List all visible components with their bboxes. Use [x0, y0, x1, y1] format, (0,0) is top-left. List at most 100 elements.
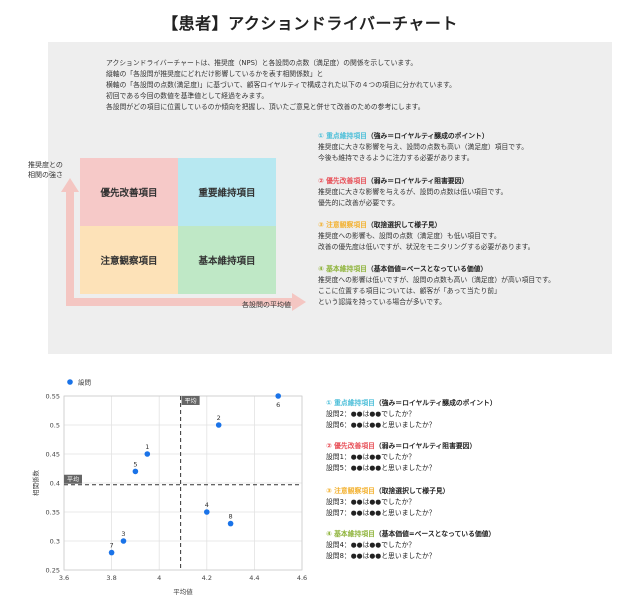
data-point-label: 3: [121, 530, 125, 538]
average-x-label-bg: [181, 396, 200, 405]
intro-text: アクションドライバーチャートは、推奨度（NPS）と各設問の点数（満足度）の関係を…: [106, 58, 566, 113]
result-line: 設問4：●●は●●でしたか？: [326, 541, 416, 549]
y-tick-label: 0.3: [50, 538, 60, 546]
result-key-maintain: ① 重点維持項目（強み＝ロイヤルティ醸成のポイント） 設問2：●●は●●でしたか…: [326, 398, 497, 431]
desc-sub: （取捨選択して様子見）: [366, 221, 442, 229]
desc-line: 今後も維持できるように注力する必要があります。: [318, 154, 474, 162]
intro-line: アクションドライバーチャートは、推奨度（NPS）と各設問の点数（満足度）の関係を…: [106, 59, 418, 67]
x-tick-label: 4.4: [249, 574, 259, 582]
data-point-label: 5: [133, 460, 137, 468]
legend-marker: [67, 379, 73, 385]
data-point-label: 6: [276, 401, 280, 409]
result-sub: （強み＝ロイヤルティ醸成のポイント）: [374, 399, 497, 407]
desc-line: 推奨度への影響も、設問の点数（満足度）も低い項目です。: [318, 232, 501, 240]
result-sub: （取捨選択して様子見）: [374, 487, 450, 495]
description-priority-improve: ② 優先改善項目（弱み＝ロイヤルティ阻害要因） 推奨度に大きな影響を与えるが、設…: [318, 176, 507, 209]
result-name: 基本維持項目: [334, 530, 375, 538]
data-point: [108, 549, 115, 556]
result-line: 設問5：●●は●●と思いましたか？: [326, 464, 436, 472]
y-tick-label: 0.35: [46, 509, 60, 517]
data-point: [120, 538, 127, 544]
action-driver-scatter-chart: 3.6 3.8 4 4.2 4.4 4.6 0.25 0.3 0.35 0.4 0.45 0.5 0.5…: [31, 378, 307, 597]
desc-line: 改善の優先度は低いですが、状況をモニタリングする必要があります。: [318, 243, 535, 251]
result-watch: ③ 注意観察項目（取捨選択して様子見） 設問3：●●は●●でしたか？ 設問7：●…: [326, 486, 449, 519]
data-point-label: 8: [229, 513, 233, 521]
data-point: [204, 509, 210, 515]
y-arrow-head: [61, 178, 79, 192]
result-name: 優先改善項目: [334, 442, 375, 450]
y-tick-label: 0.25: [46, 567, 60, 575]
average-x-label: 平均: [185, 397, 197, 405]
result-num: ④: [326, 530, 332, 538]
x-tick-label: 4.6: [297, 574, 307, 582]
result-line: 設問1：●●は●●でしたか？: [326, 453, 416, 461]
desc-line: 推奨度に大きな影響を与えるが、設問の点数は低い項目です。: [318, 188, 508, 196]
data-point: [275, 393, 282, 399]
result-priority-improve: ② 優先改善項目（弱み＝ロイヤルティ阻害要因） 設問1：●●は●●でしたか？ 設…: [326, 441, 476, 474]
y-tick-label: 0.55: [46, 393, 60, 401]
result-line: 設問7：●●は●●と思いましたか？: [326, 509, 436, 517]
diagram-y-label: 推奨度との 相関の強さ: [28, 160, 63, 180]
description-base-maintain: ④ 基本維持項目（基本価値=ベースとなっている価値） 推奨度への影響は低いですが…: [318, 264, 555, 308]
data-point-label: 1: [145, 443, 149, 451]
result-sub: （弱み＝ロイヤルティ阻害要因）: [374, 442, 477, 450]
result-line: 設問8：●●は●●と思いましたか？: [326, 552, 436, 560]
diagram-y-label-line: 相関の強さ: [28, 171, 63, 179]
x-tick-label: 3.8: [106, 574, 116, 582]
average-y-label: 平均: [67, 476, 79, 484]
y-axis-title: 相関係数: [31, 470, 40, 497]
desc-name: 注意観察項目: [326, 221, 367, 229]
quadrant-base-maintain: 基本維持項目: [178, 226, 276, 294]
desc-line: 推奨度への影響は低いですが、設問の点数も高い（満足度）が高い項目です。: [318, 276, 555, 284]
result-num: ②: [326, 442, 332, 450]
intro-line: 横軸の「各設問の点数(満足度)」に基づいて、顧客ロイヤルティで構成された以下の４…: [106, 81, 456, 89]
result-name: 注意観察項目: [334, 487, 375, 495]
y-tick-label: 0.4: [50, 480, 60, 488]
desc-sub: （基本価値=ベースとなっている価値）: [366, 265, 488, 273]
y-tick-label: 0.45: [46, 451, 60, 459]
intro-line: 各設問がどの項目に位置しているのか傾向を把握し、頂いたご意見と併せて改善のための…: [106, 103, 425, 111]
desc-line: 優先的に改善が必要です。: [318, 199, 399, 207]
desc-line: という認識を持っている場合が多いです。: [318, 298, 446, 306]
page-title: 【患者】アクションドライバーチャート: [162, 14, 458, 33]
desc-sub: （弱み＝ロイヤルティ阻害要因）: [366, 177, 469, 185]
intro-line: 縦軸の「各設問が推奨度にどれだけ影響しているかを表す相関係数」と: [106, 70, 324, 78]
result-line: 設問3：●●は●●でしたか？: [326, 498, 416, 506]
x-arrow-head: [292, 293, 306, 311]
result-line: 設問6：●●は●●と思いましたか？: [326, 421, 436, 429]
diagram-y-label-line: 推奨度との: [28, 161, 63, 169]
y-arrow: [66, 190, 74, 302]
legend-label: 設問: [78, 378, 91, 387]
data-point: [144, 451, 151, 457]
result-name: 重点維持項目: [334, 399, 375, 407]
desc-num: ①: [318, 132, 324, 140]
desc-num: ③: [318, 221, 324, 229]
data-point: [215, 422, 222, 428]
desc-num: ②: [318, 177, 324, 185]
x-axis-title: 平均値: [173, 587, 193, 596]
x-tick-label: 4.2: [202, 574, 212, 582]
diagram-x-label: 各設問の平均値: [242, 301, 291, 309]
average-y-label-bg: [64, 474, 82, 484]
desc-line: 推奨度に大きな影響を与え、設問の点数も高い（満足度）項目です。: [318, 143, 529, 151]
result-num: ①: [326, 399, 332, 407]
desc-name: 優先改善項目: [326, 177, 367, 185]
data-point: [227, 520, 234, 527]
quadrant-priority-improve: 優先改善項目: [80, 158, 178, 226]
x-arrow: [66, 298, 296, 306]
x-tick-label: 3.6: [59, 574, 69, 582]
desc-name: 重点維持項目: [326, 132, 367, 140]
result-base-maintain: ④ 基本維持項目（基本価値=ベースとなっている価値） 設問4：●●は●●でしたか…: [326, 529, 495, 562]
desc-sub: （強み＝ロイヤルティ醸成のポイント）: [366, 132, 489, 140]
quadrant-watch: 注意観察項目: [80, 226, 178, 294]
data-point-label: 2: [217, 414, 221, 422]
desc-num: ④: [318, 265, 324, 273]
data-point-label: 7: [110, 542, 114, 550]
x-tick-label: 4: [157, 574, 161, 582]
quadrant-key-maintain: 重要維持項目: [178, 158, 276, 226]
y-tick-label: 0.5: [50, 422, 60, 430]
intro-line: 初回である今回の数値を基準値として経過をみます。: [106, 92, 269, 100]
data-point: [132, 468, 139, 475]
description-key-maintain: ① 重点維持項目（強み＝ロイヤルティ醸成のポイント） 推奨度に大きな影響を与え、…: [318, 131, 528, 164]
description-watch: ③ 注意観察項目（取捨選択して様子見） 推奨度への影響も、設問の点数（満足度）も…: [318, 220, 534, 253]
